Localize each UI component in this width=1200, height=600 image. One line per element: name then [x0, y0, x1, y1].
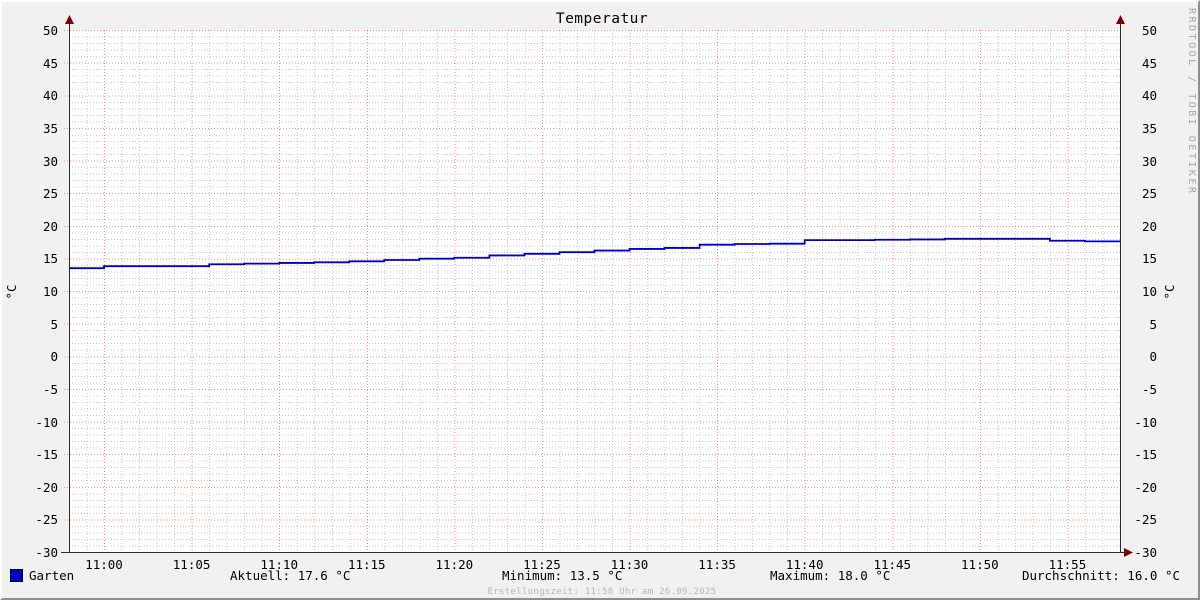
- y-tick-label-right: -15: [1134, 447, 1157, 463]
- series-line-garten: [69, 237, 1120, 270]
- y-tick-label-right: 40: [1141, 88, 1157, 104]
- x-tick-label: 11:10: [260, 557, 298, 572]
- x-tick-label: 11:50: [961, 557, 999, 572]
- arrow-up-right-icon: [1116, 15, 1125, 24]
- y-tick-label-right: 15: [1141, 251, 1157, 267]
- y-tick-label-right: -30: [1134, 545, 1157, 560]
- x-tick-label: 11:15: [347, 557, 386, 572]
- x-tick-label: 11:35: [698, 557, 736, 572]
- y-tick-label-left: 50: [42, 23, 58, 38]
- x-tick-label: 11:40: [785, 557, 824, 572]
- y-tick-label-left: 35: [42, 120, 58, 136]
- y-tick-label-left: 20: [42, 218, 58, 234]
- x-tick-label: 11:20: [435, 557, 474, 572]
- legend-minimum-value: Minimum: 13.5 °C: [502, 568, 623, 583]
- x-tick-label: 11:55: [1048, 557, 1087, 572]
- x-tick-label: 11:25: [523, 557, 561, 572]
- chart-title: Temperatur: [555, 11, 649, 27]
- y-tick-label-left: -20: [35, 479, 58, 495]
- y-tick-label-left: -30: [35, 545, 58, 560]
- legend: Garten Aktuell: 17.6 °C Minimum: 13.5 °C…: [2, 568, 1198, 586]
- y-tick-label-right: -25: [1134, 512, 1157, 528]
- y-tick-label-left: 0: [50, 349, 58, 365]
- y-tick-label-left: 30: [42, 153, 58, 169]
- arrow-up-left-icon: [65, 15, 74, 24]
- y-tick-label-left: 15: [42, 251, 58, 267]
- y-tick-label-left: 10: [42, 284, 58, 299]
- y-tick-label-right: 20: [1141, 218, 1157, 234]
- y-axis-unit-right: °C: [1162, 284, 1177, 300]
- x-tick-label: 11:45: [873, 557, 912, 572]
- y-tick-label-right: -20: [1134, 479, 1157, 495]
- x-tick-label: 11:05: [172, 557, 211, 572]
- y-tick-label-left: 40: [42, 88, 58, 104]
- x-tick-label: 11:30: [610, 557, 649, 572]
- y-tick-label-right: 35: [1141, 120, 1157, 136]
- y-tick-label-left: 25: [42, 186, 58, 202]
- y-tick-label-right: 10: [1141, 284, 1157, 299]
- arrow-right-icon: [1124, 548, 1133, 557]
- y-tick-label-left: -10: [35, 414, 58, 430]
- y-tick-label-right: 45: [1141, 55, 1157, 71]
- y-tick-label-right: 25: [1141, 186, 1157, 202]
- legend-current-value: Aktuell: 17.6 °C: [230, 568, 351, 583]
- y-tick-label-right: -5: [1141, 381, 1157, 397]
- y-tick-label-right: 50: [1141, 23, 1157, 38]
- y-tick-label-left: 5: [50, 316, 58, 332]
- y-tick-label-left: -5: [42, 381, 58, 397]
- legend-series-label: Garten: [29, 568, 75, 583]
- y-tick-label-left: -25: [35, 512, 58, 528]
- legend-maximum-value: Maximum: 18.0 °C: [770, 568, 891, 583]
- y-tick-label-left: 45: [42, 55, 58, 71]
- rrdtool-watermark: RRDTOOL / TOBI OETIKER: [1186, 8, 1197, 196]
- creation-timestamp: Erstellungszeit: 11:58 Uhr am 26.09.2025: [487, 587, 717, 597]
- y-tick-label-right: 5: [1149, 316, 1157, 332]
- y-tick-label-right: 30: [1141, 153, 1157, 169]
- x-tick-label: 11:00: [85, 557, 123, 572]
- y-tick-label-left: -15: [35, 447, 58, 463]
- y-tick-label-right: -10: [1134, 414, 1157, 430]
- legend-average-value: Durchschnitt: 16.0 °C: [1021, 568, 1180, 583]
- series-color-swatch: [10, 569, 23, 582]
- y-tick-label-right: 0: [1149, 349, 1157, 365]
